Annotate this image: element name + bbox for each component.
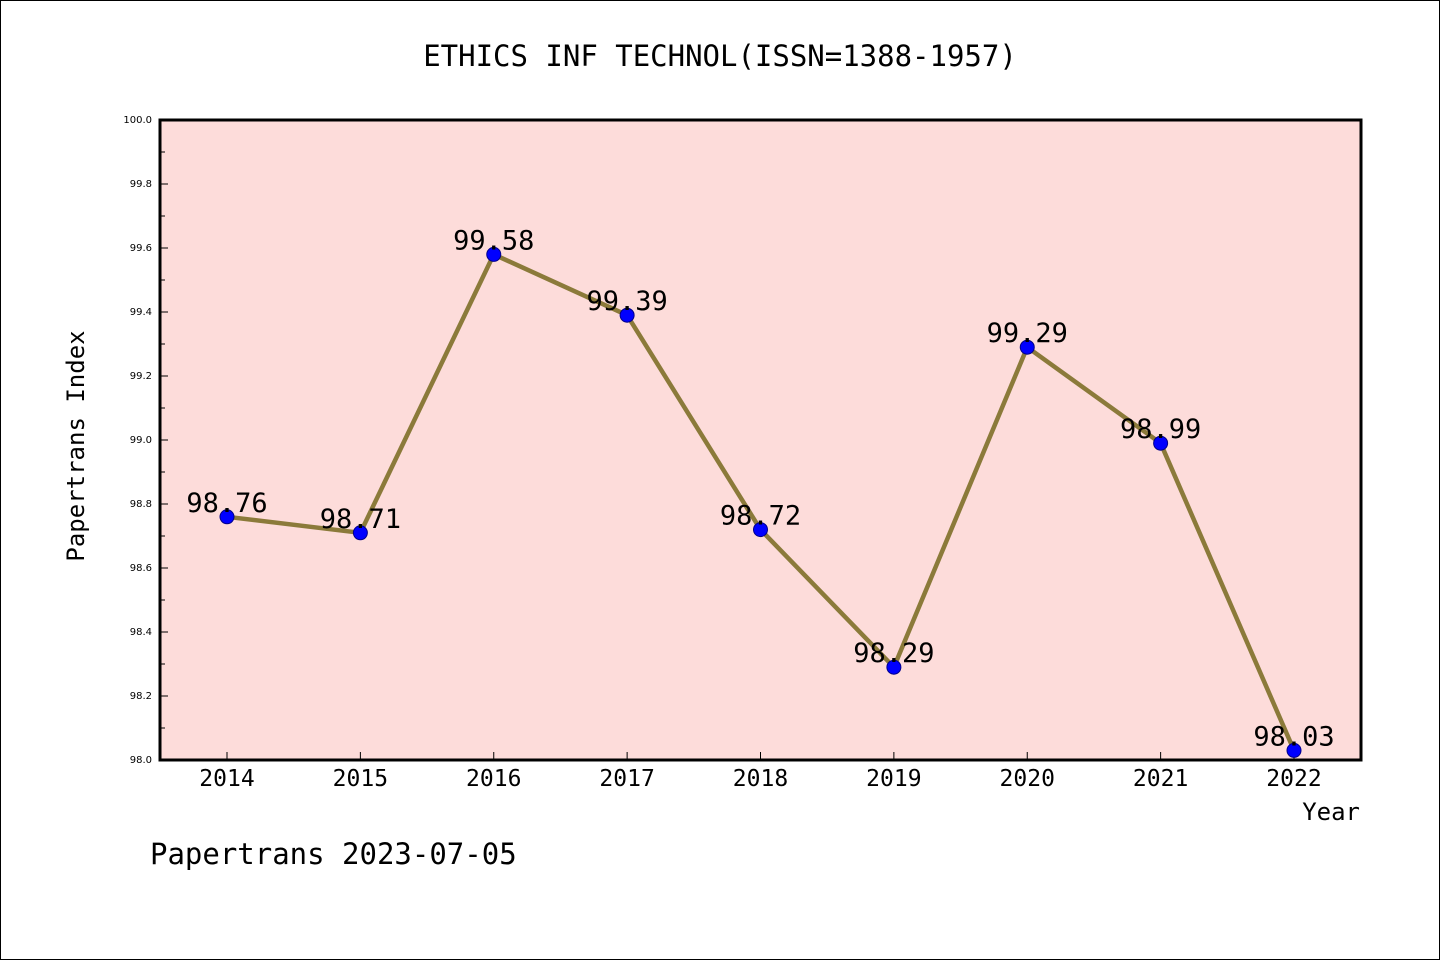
footer-text: Papertrans 2023-07-05 (150, 837, 517, 871)
y-tick-label: 99.8 (130, 179, 152, 190)
chart-title: ETHICS INF TECHNOL(ISSN=1388-1957) (423, 39, 1017, 73)
data-point (886, 659, 902, 675)
data-label: 98.29 (853, 638, 934, 669)
data-label: 99.39 (586, 286, 667, 317)
x-axis: 2014 2015 2016 2017 2018 2019 2020 2021 2022 (199, 752, 1322, 792)
x-tick-label: 2018 (733, 766, 788, 792)
data-point (1153, 435, 1169, 451)
data-point (219, 509, 235, 525)
data-labels: 98.76 98.71 99.58 99.39 98.72 98.29 99.29 98.99… (186, 225, 1334, 752)
x-tick-label: 2019 (866, 766, 921, 792)
x-axis-label: Year (1302, 798, 1360, 826)
x-tick-label: 2017 (599, 766, 654, 792)
data-point (1019, 339, 1035, 355)
data-point (619, 307, 635, 323)
y-axis-label: Papertrans Index (62, 330, 90, 561)
data-label: 98.71 (320, 504, 401, 535)
data-label: 98.03 (1253, 721, 1334, 752)
data-point (753, 522, 768, 538)
data-point (486, 246, 502, 262)
data-point (352, 525, 368, 541)
data-label: 98.76 (186, 488, 267, 519)
data-label: 99.29 (987, 318, 1068, 349)
y-tick-label: 99.0 (130, 435, 152, 446)
data-label: 99.58 (453, 225, 534, 256)
x-tick-label: 2020 (1000, 766, 1055, 792)
x-tick-label: 2022 (1266, 766, 1321, 792)
y-tick-label: 98.4 (130, 627, 152, 638)
x-tick-label: 2014 (199, 766, 254, 792)
x-tick-label: 2016 (466, 766, 521, 792)
y-tick-label: 100.0 (123, 115, 152, 126)
y-tick-label: 98.2 (130, 691, 152, 702)
y-tick-label: 98.0 (130, 755, 152, 766)
data-point (1286, 742, 1302, 758)
y-axis: 98.0 98.2 98.4 98.6 98.8 99.0 99.2 99.4 99.6 99.8… (123, 115, 168, 766)
x-tick-label: 2021 (1133, 766, 1188, 792)
y-tick-label: 99.4 (130, 307, 152, 318)
data-label: 98.72 (720, 501, 801, 532)
y-tick-label: 99.2 (130, 371, 152, 382)
x-tick-label: 2015 (333, 766, 388, 792)
y-tick-label: 99.6 (130, 243, 152, 254)
y-tick-label: 98.8 (130, 499, 152, 510)
data-label: 98.99 (1120, 414, 1201, 445)
y-tick-label: 98.6 (130, 563, 152, 574)
series-line (219, 246, 1302, 758)
